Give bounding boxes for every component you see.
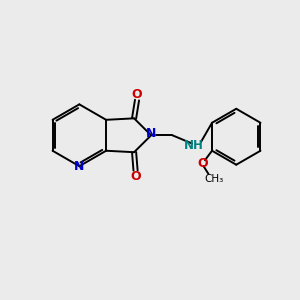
Text: CH₃: CH₃	[205, 174, 224, 184]
Text: N: N	[74, 160, 85, 173]
Text: O: O	[197, 157, 208, 169]
Text: O: O	[132, 88, 142, 101]
Text: N: N	[146, 127, 156, 140]
Text: NH: NH	[184, 139, 203, 152]
Text: O: O	[130, 170, 141, 183]
